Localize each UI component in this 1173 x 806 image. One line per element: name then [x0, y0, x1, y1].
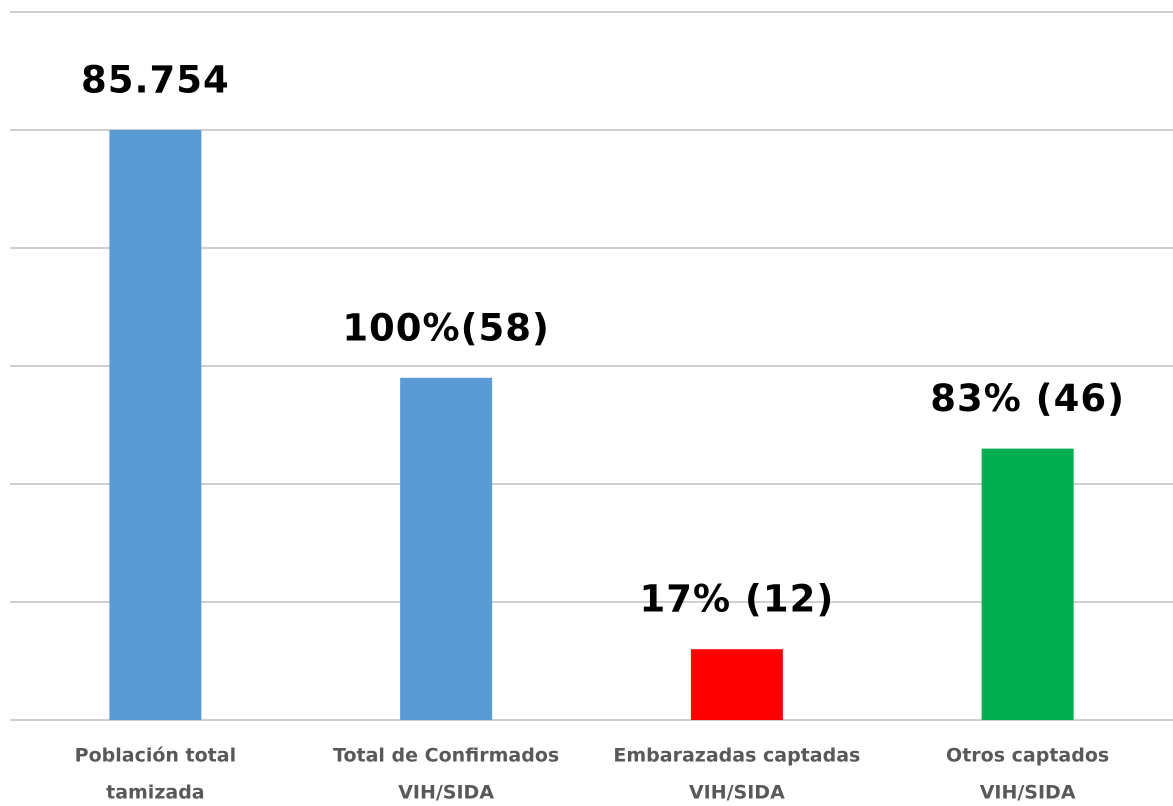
x-tick-label: tamizada [106, 782, 205, 804]
x-tick-label: VIH/SIDA [398, 782, 494, 804]
x-tick-label: Población total [75, 745, 236, 767]
x-tick-label: VIH/SIDA [980, 782, 1076, 804]
data-label: 17% (12) [639, 578, 834, 621]
bar [981, 448, 1074, 720]
x-tick-label: Total de Confirmados [333, 745, 559, 767]
data-label: 100%(58) [342, 306, 550, 349]
bar [109, 130, 202, 720]
bar [690, 649, 783, 720]
x-tick-label: Otros captados [946, 745, 1109, 767]
bar [400, 377, 493, 720]
data-label: 85.754 [81, 59, 230, 102]
x-tick-label: VIH/SIDA [689, 782, 785, 804]
data-label: 83% (46) [930, 377, 1125, 420]
x-tick-label: Embarazadas captadas [613, 745, 860, 767]
